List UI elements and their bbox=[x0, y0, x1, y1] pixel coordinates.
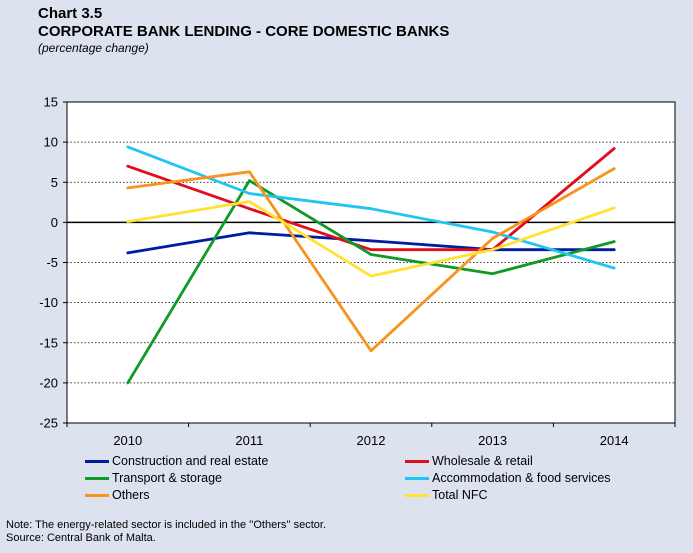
legend-label: Others bbox=[112, 488, 150, 502]
legend-label: Construction and real estate bbox=[112, 454, 269, 468]
data-point bbox=[126, 251, 129, 255]
data-point bbox=[248, 231, 251, 235]
note-text: Note: The energy-related sector is inclu… bbox=[6, 519, 327, 531]
legend-swatch bbox=[85, 493, 109, 497]
data-point bbox=[491, 248, 494, 251]
legend-swatch bbox=[405, 476, 429, 480]
legend-item: Accommodation & food services bbox=[405, 471, 611, 485]
legend-item: Transport & storage bbox=[85, 471, 222, 485]
data-point bbox=[613, 206, 616, 210]
data-point bbox=[126, 381, 129, 385]
data-point bbox=[369, 207, 373, 210]
x-tick-label: 2014 bbox=[600, 433, 629, 448]
chart-title: CORPORATE BANK LENDING - CORE DOMESTIC B… bbox=[38, 23, 450, 40]
data-point bbox=[369, 274, 373, 278]
data-point bbox=[248, 170, 251, 174]
chart-number: Chart 3.5 bbox=[38, 5, 103, 22]
data-point bbox=[369, 253, 373, 256]
legend-item: Wholesale & retail bbox=[405, 454, 533, 468]
legend-swatch bbox=[405, 459, 429, 463]
legend-swatch bbox=[85, 476, 109, 480]
data-point bbox=[613, 266, 616, 270]
legend-label: Transport & storage bbox=[112, 471, 223, 485]
y-tick-label: -25 bbox=[39, 416, 58, 431]
y-tick-label: -20 bbox=[39, 375, 58, 390]
data-point bbox=[248, 192, 251, 195]
data-point bbox=[613, 248, 616, 251]
data-point bbox=[369, 248, 373, 251]
data-point bbox=[491, 230, 494, 234]
data-point bbox=[248, 207, 251, 210]
legend-item: Construction and real estate bbox=[85, 454, 268, 468]
data-point bbox=[126, 186, 129, 190]
y-tick-label: 5 bbox=[51, 175, 58, 190]
legend-item: Others bbox=[85, 488, 150, 502]
data-point bbox=[248, 200, 251, 203]
data-point bbox=[613, 167, 616, 170]
data-point bbox=[126, 220, 129, 223]
legend-label: Accommodation & food services bbox=[432, 471, 611, 485]
data-point bbox=[369, 349, 373, 352]
data-point bbox=[613, 147, 616, 150]
legend-item: Total NFC bbox=[405, 488, 488, 502]
legend-label: Total NFC bbox=[432, 488, 488, 502]
y-tick-label: -5 bbox=[46, 255, 58, 270]
y-tick-label: -10 bbox=[39, 295, 58, 310]
x-tick-label: 2010 bbox=[113, 433, 142, 448]
y-tick-label: -15 bbox=[39, 335, 58, 350]
legend-swatch bbox=[85, 459, 109, 463]
plot-area bbox=[66, 101, 676, 424]
data-point bbox=[248, 179, 251, 182]
x-tick-label: 2012 bbox=[357, 433, 386, 448]
chart-subtitle: (percentage change) bbox=[38, 41, 149, 55]
y-tick-label: 10 bbox=[44, 135, 58, 150]
footnote: Note: The energy-related sector is inclu… bbox=[6, 519, 326, 545]
data-point bbox=[613, 240, 616, 243]
data-point bbox=[126, 165, 129, 168]
x-tick-label: 2013 bbox=[478, 433, 507, 448]
y-tick-label: 15 bbox=[44, 95, 58, 110]
data-point bbox=[491, 237, 494, 240]
data-point bbox=[369, 239, 373, 243]
y-tick-label: 0 bbox=[51, 215, 58, 230]
legend-label: Wholesale & retail bbox=[432, 454, 533, 468]
data-point bbox=[491, 272, 494, 275]
x-tick-label: 2011 bbox=[235, 433, 263, 448]
legend-swatch bbox=[405, 493, 429, 497]
data-point bbox=[126, 145, 129, 149]
source-text: Source: Central Bank of Malta. bbox=[6, 532, 156, 544]
